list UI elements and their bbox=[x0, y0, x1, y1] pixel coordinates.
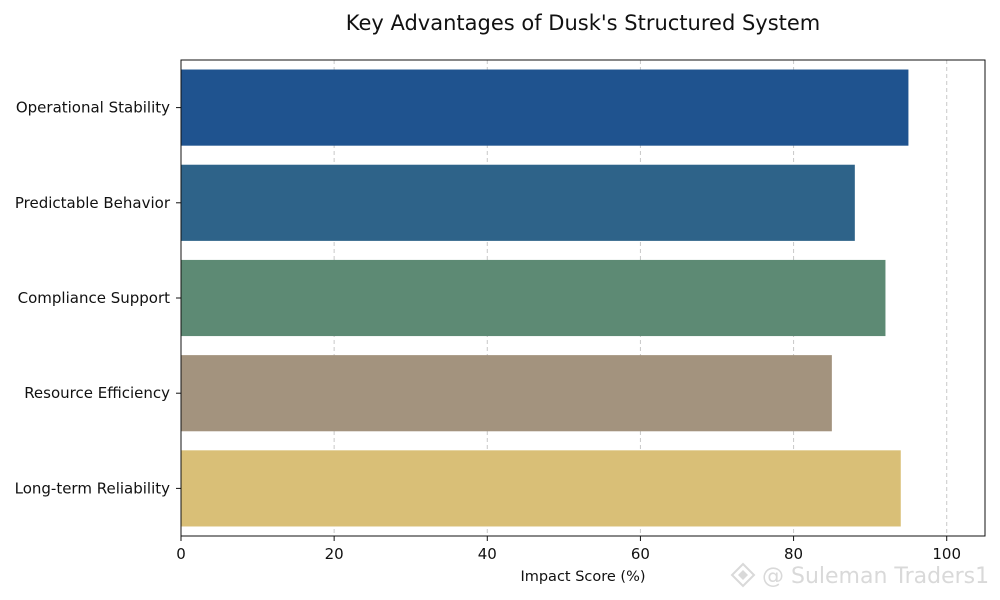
x-axis-label: Impact Score (%) bbox=[520, 569, 645, 585]
bar-resource-efficiency bbox=[181, 355, 832, 432]
x-tick-label: 20 bbox=[325, 545, 344, 563]
y-tick-label: Long-term Reliability bbox=[15, 479, 171, 497]
bar-long-term-reliability bbox=[181, 450, 901, 527]
watermark-text: @ Suleman Traders1 bbox=[762, 564, 989, 589]
x-tick-label: 100 bbox=[932, 545, 961, 563]
x-tick-label: 60 bbox=[631, 545, 650, 563]
x-tick-label: 80 bbox=[784, 545, 803, 563]
x-tick-label: 0 bbox=[176, 545, 186, 563]
watermark-logo-icon bbox=[730, 562, 756, 588]
y-tick-label: Operational Stability bbox=[16, 99, 170, 117]
bars bbox=[181, 69, 909, 527]
x-tick-label: 40 bbox=[478, 545, 497, 563]
y-tick-label: Compliance Support bbox=[18, 289, 170, 307]
chart-title: Key Advantages of Dusk's Structured Syst… bbox=[346, 11, 821, 35]
y-tick-label: Resource Efficiency bbox=[24, 384, 170, 402]
x-tick-labels: 0 20 40 60 80 100 bbox=[176, 536, 961, 563]
bar-compliance-support bbox=[181, 259, 886, 337]
y-tick-label: Predictable Behavior bbox=[15, 194, 171, 212]
bar-operational-stability bbox=[181, 69, 909, 146]
y-tick-labels: Operational Stability Predictable Behavio… bbox=[15, 99, 181, 497]
bar-predictable-behavior bbox=[181, 164, 855, 241]
watermark: @ Suleman Traders1 bbox=[730, 562, 989, 589]
